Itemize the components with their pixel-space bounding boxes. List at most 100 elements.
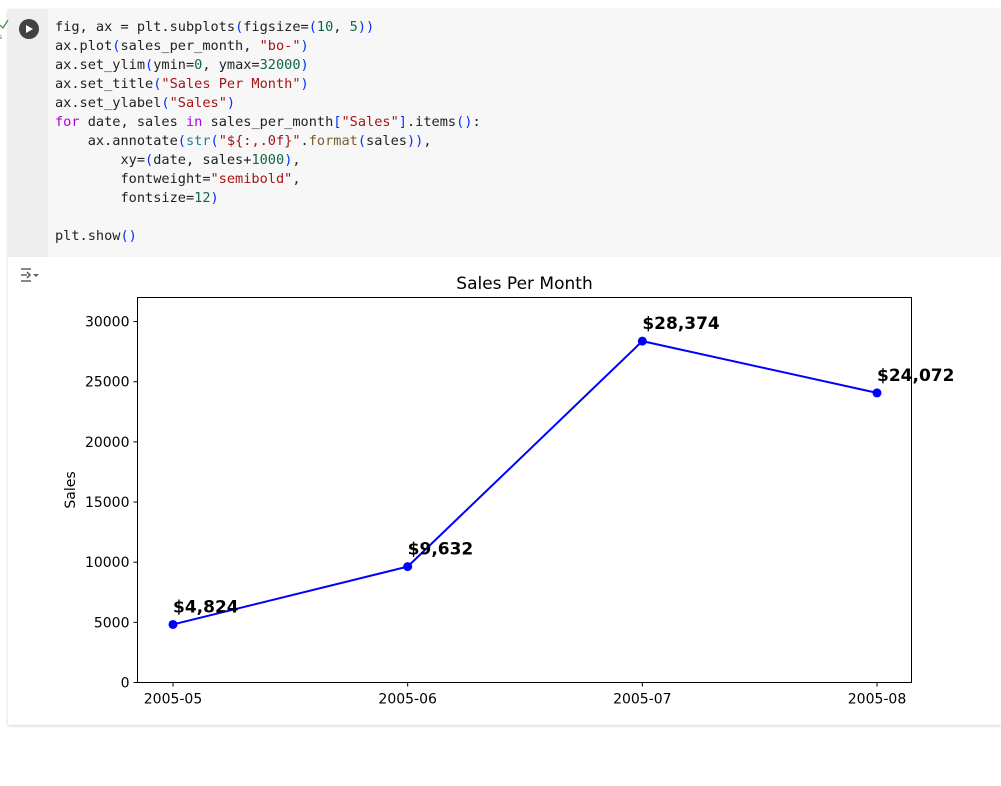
code-token: ,	[423, 133, 432, 149]
code-token: 1000	[251, 152, 285, 168]
code-token: (	[308, 19, 317, 35]
code-token: (	[161, 95, 170, 111]
code-token: "bo-"	[259, 38, 301, 54]
code-token: date, sales+	[153, 152, 252, 168]
code-token: )	[284, 152, 293, 168]
code-line: plt.show()	[55, 228, 137, 244]
notebook-code-cell: s fig, ax = plt.subplots(figsize=(10, 5)…	[0, 9, 1001, 725]
y-axis-label: Sales	[63, 471, 79, 508]
code-token: fontsize=	[55, 190, 195, 206]
code-token: in	[185, 114, 203, 130]
code-token: ax.set_ylabel	[55, 95, 162, 111]
code-token: ))	[406, 133, 424, 149]
code-line: ax.plot(sales_per_month, "bo-")	[55, 38, 309, 54]
code-token: "semibold"	[210, 171, 293, 187]
code-token: "Sales"	[341, 114, 399, 130]
code-token: )	[300, 57, 309, 73]
code-line: for date, sales in sales_per_month["Sale…	[55, 114, 481, 130]
run-cell-button[interactable]	[19, 19, 39, 39]
x-tick-label: 2005-07	[613, 692, 672, 708]
code-token: xy=	[55, 152, 146, 168]
code-token: ))	[357, 19, 375, 35]
y-tick-label: 20000	[85, 435, 130, 451]
code-token: )	[300, 38, 309, 54]
code-token: plt.show	[55, 228, 121, 244]
code-token: (	[210, 133, 219, 149]
annotations-group: $4,824 $9,632 $28,374 $24,072	[173, 314, 954, 617]
y-tick-label: 30000	[85, 315, 130, 331]
data-label: $24,072	[877, 366, 954, 386]
y-tick-label: 25000	[85, 375, 130, 391]
code-token: ()	[120, 228, 137, 244]
data-point	[872, 388, 882, 398]
y-axis-ticks: 0 5000 10000 15000 20000 25000 30000	[85, 315, 138, 692]
code-token: format	[308, 133, 358, 149]
code-token: ()	[456, 114, 473, 130]
x-tick-label: 2005-05	[144, 692, 203, 708]
code-token: (	[357, 133, 367, 149]
code-token: )	[210, 190, 219, 206]
data-point	[637, 336, 647, 346]
code-token: 10	[316, 19, 334, 35]
code-line: ax.set_ylabel("Sales")	[55, 95, 235, 111]
output-settings-icon[interactable]	[19, 266, 41, 284]
code-token: str	[185, 133, 211, 149]
code-token: fig, ax = plt.subplots	[55, 19, 236, 35]
code-token: .	[300, 133, 309, 149]
data-point	[168, 619, 178, 629]
code-token: ,	[292, 171, 301, 187]
code-token: sales_per_month,	[120, 38, 260, 54]
code-token: ymin=	[153, 57, 195, 73]
code-token: .items	[406, 114, 457, 130]
plot-area	[137, 297, 912, 683]
code-token: )	[226, 95, 236, 111]
code-line: xy=(date, sales+1000),	[55, 152, 300, 168]
code-token: 0	[194, 57, 203, 73]
code-line: fig, ax = plt.subplots(figsize=(10, 5))	[55, 19, 374, 35]
data-label: $9,632	[408, 540, 474, 560]
code-token: (	[153, 76, 162, 92]
y-tick-label: 10000	[85, 555, 130, 571]
code-token: ax.plot	[55, 38, 113, 54]
code-token: 32000	[259, 57, 301, 73]
data-label: $28,374	[642, 314, 720, 334]
check-icon: s	[0, 19, 9, 41]
code-editor[interactable]: fig, ax = plt.subplots(figsize=(10, 5)) …	[48, 9, 1001, 257]
code-line: ax.set_title("Sales Per Month")	[55, 76, 309, 92]
code-line: fontweight="semibold",	[55, 171, 301, 187]
code-token: (	[177, 133, 186, 149]
code-token: (	[235, 19, 244, 35]
code-token: :	[472, 114, 481, 130]
code-token: (	[145, 57, 154, 73]
code-line: fontsize=12)	[55, 190, 219, 206]
code-token: for	[55, 114, 80, 130]
code-token: fontweight=	[55, 171, 211, 187]
code-token: sales_per_month	[202, 114, 334, 130]
code-token: )	[300, 76, 309, 92]
code-token: date, sales	[79, 114, 186, 130]
x-axis-ticks: 2005-05 2005-06 2005-07 2005-08	[144, 682, 907, 708]
series-group	[168, 336, 882, 629]
code-token: ax.set_title	[55, 76, 154, 92]
code-token: sales	[366, 133, 407, 149]
code-line: ax.set_ylim(ymin=0, ymax=32000)	[55, 57, 309, 73]
data-label: $4,824	[173, 597, 239, 617]
code-token: ]	[398, 114, 407, 130]
data-point	[403, 562, 413, 572]
code-token: 5	[349, 19, 358, 35]
series-line	[172, 340, 878, 626]
code-token: "${:,.0f}"	[218, 133, 301, 149]
code-token: "Sales"	[169, 95, 227, 111]
play-icon	[26, 25, 33, 33]
code-token: [	[333, 114, 342, 130]
code-token: ax.annotate	[55, 133, 178, 149]
y-tick-label: 0	[121, 676, 130, 692]
code-text[interactable]: fig, ax = plt.subplots(figsize=(10, 5)) …	[55, 18, 481, 246]
code-token: "Sales Per Month"	[161, 76, 301, 92]
x-tick-label: 2005-08	[848, 692, 907, 708]
x-tick-label: 2005-06	[378, 692, 437, 708]
code-token: figsize=	[243, 19, 309, 35]
code-token: 12	[194, 190, 211, 206]
chart-title: Sales Per Month	[456, 274, 592, 294]
